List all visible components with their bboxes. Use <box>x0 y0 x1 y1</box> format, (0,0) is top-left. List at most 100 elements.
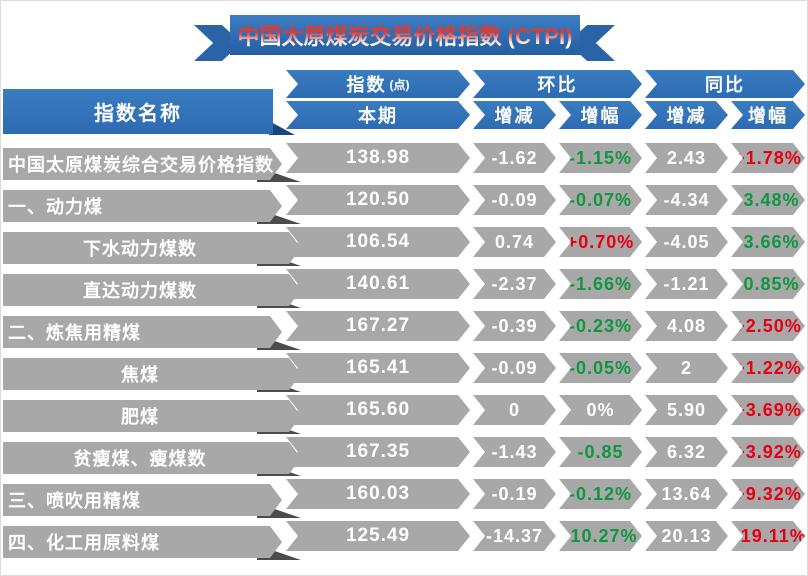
cell-mom-rate: -1.66% <box>559 269 642 299</box>
table-row: 三、喷吹用精煤 160.03 -0.19 -0.12% 13.64 +9.32% <box>1 479 807 519</box>
cell-current-value: 167.35 <box>286 437 470 467</box>
cell-mom-change: -1.43 <box>473 437 556 467</box>
header-sub-yoy-rate-label: 增幅 <box>748 106 788 126</box>
yoy-rate-value: +3.69% <box>734 399 802 420</box>
cell-mom-rate: 0% <box>559 395 642 425</box>
mom-change-value: -0.19 <box>491 483 538 504</box>
cell-mom-change: -2.37 <box>473 269 556 299</box>
header-sub-yoy-change-label: 增减 <box>666 106 707 126</box>
yoy-rate-value: +9.32% <box>734 483 802 504</box>
yoy-rate-value: -3.66% <box>736 231 800 252</box>
page-title: 中国太原煤炭交易价格指数 (CTPI) <box>238 19 573 51</box>
current-value: 138.98 <box>345 147 411 168</box>
mom-change-value: -1.43 <box>491 441 538 462</box>
row-label: 二、炼焦用精煤 <box>3 316 282 348</box>
mom-rate-value: -1.15% <box>568 147 633 168</box>
cell-mom-rate: -0.07% <box>559 185 642 215</box>
row-label: 下水动力煤数 <box>3 232 301 264</box>
header-sub-yoy-change: 增减 <box>645 101 728 129</box>
table-row: 肥煤 165.60 0 0% 5.90 +3.69% <box>1 395 807 435</box>
cell-yoy-change: 4.08 <box>645 311 728 341</box>
mom-rate-value: -0.85 <box>577 441 624 462</box>
yoy-rate-value: +2.50% <box>734 315 802 336</box>
index-name: 肥煤 <box>121 407 159 427</box>
index-name: 四、化工用原料煤 <box>8 533 160 553</box>
cell-current-value: 125.49 <box>286 521 470 551</box>
header-group-index-unit: (点) <box>389 77 410 92</box>
mom-change-value: -0.39 <box>491 315 538 336</box>
mom-change-value: 0.74 <box>494 231 535 252</box>
cell-yoy-rate: +3.92% <box>731 437 805 467</box>
cell-yoy-rate: +9.32% <box>731 479 805 509</box>
cell-mom-change: 0 <box>473 395 556 425</box>
cell-mom-change: -1.62 <box>473 143 556 173</box>
cell-yoy-change: 2.43 <box>645 143 728 173</box>
cell-yoy-change: -1.21 <box>645 269 728 299</box>
cell-mom-change: -0.09 <box>473 185 556 215</box>
cell-yoy-change: 2 <box>645 353 728 383</box>
mom-change-value: -2.37 <box>491 273 538 294</box>
table-row: 中国太原煤炭综合交易价格指数 138.98 -1.62 -1.15% 2.43 … <box>1 143 807 183</box>
cell-mom-rate: -10.27% <box>559 521 642 551</box>
header-sub-current: 本期 <box>286 101 470 129</box>
cell-mom-change: -0.39 <box>473 311 556 341</box>
mom-rate-value: +0.70% <box>566 231 635 252</box>
yoy-rate-value: +19.11% <box>729 525 807 546</box>
row-label: 直达动力煤数 <box>3 274 301 306</box>
cell-current-value: 120.50 <box>286 185 470 215</box>
yoy-change-value: 2.43 <box>666 147 707 168</box>
title-banner: 中国太原煤炭交易价格指数 (CTPI) <box>1 1 807 65</box>
table-row: 下水动力煤数 106.54 0.74 +0.70% -4.05 -3.66% <box>1 227 807 267</box>
row-label: 贫瘦煤、瘦煤数 <box>3 442 301 474</box>
cell-yoy-change: 13.64 <box>645 479 728 509</box>
index-name: 二、炼焦用精煤 <box>8 323 141 343</box>
current-value: 125.49 <box>345 525 411 546</box>
mom-change-value: -0.09 <box>491 189 538 210</box>
current-value: 167.35 <box>345 441 411 462</box>
index-name: 下水动力煤数 <box>83 239 197 259</box>
mom-change-value: -14.37 <box>485 525 544 546</box>
mom-rate-value: -0.07% <box>568 189 633 210</box>
cell-current-value: 165.41 <box>286 353 470 383</box>
index-name: 中国太原煤炭综合交易价格指数 <box>8 155 274 175</box>
cell-yoy-rate: +1.78% <box>731 143 805 173</box>
yoy-change-value: 4.08 <box>666 315 707 336</box>
cell-yoy-rate: +3.69% <box>731 395 805 425</box>
cell-yoy-rate: -3.48% <box>731 185 805 215</box>
current-value: 120.50 <box>345 189 411 210</box>
title-ribbon-body: 中国太原煤炭交易价格指数 (CTPI) <box>230 15 580 55</box>
yoy-change-value: 6.32 <box>666 441 707 462</box>
cell-yoy-rate: +1.22% <box>731 353 805 383</box>
index-name: 三、喷吹用精煤 <box>8 491 141 511</box>
cell-yoy-change: 6.32 <box>645 437 728 467</box>
yoy-change-value: -4.34 <box>663 189 710 210</box>
header-sub-current-label: 本期 <box>358 106 398 126</box>
row-label: 肥煤 <box>3 400 301 432</box>
cell-current-value: 167.27 <box>286 311 470 341</box>
header-name-label: 指数名称 <box>94 103 182 125</box>
row-label: 一、动力煤 <box>3 190 282 222</box>
cell-yoy-change: 5.90 <box>645 395 728 425</box>
index-name: 贫瘦煤、瘦煤数 <box>73 449 207 469</box>
current-value: 140.61 <box>345 273 411 294</box>
header-sub-mom-rate: 增幅 <box>559 101 642 129</box>
table-row: 贫瘦煤、瘦煤数 167.35 -1.43 -0.85 6.32 +3.92% <box>1 437 807 477</box>
cell-mom-change: -14.37 <box>473 521 556 551</box>
cell-current-value: 160.03 <box>286 479 470 509</box>
cell-current-value: 140.61 <box>286 269 470 299</box>
cell-mom-rate: -1.15% <box>559 143 642 173</box>
header-group-yoy-label: 同比 <box>705 75 745 95</box>
row-label: 三、喷吹用精煤 <box>3 484 282 516</box>
current-value: 160.03 <box>345 483 411 504</box>
mom-change-value: -1.62 <box>491 147 538 168</box>
current-value: 165.41 <box>345 357 411 378</box>
yoy-rate-value: +1.22% <box>734 357 802 378</box>
header-sub-yoy-rate: 增幅 <box>731 101 805 129</box>
header-sub-mom-change: 增减 <box>473 101 556 129</box>
yoy-change-value: -4.05 <box>663 231 710 252</box>
cell-current-value: 138.98 <box>286 143 470 173</box>
current-value: 165.60 <box>345 399 411 420</box>
mom-rate-value: -1.66% <box>568 273 633 294</box>
current-value: 167.27 <box>345 315 411 336</box>
yoy-change-value: 20.13 <box>661 525 712 546</box>
